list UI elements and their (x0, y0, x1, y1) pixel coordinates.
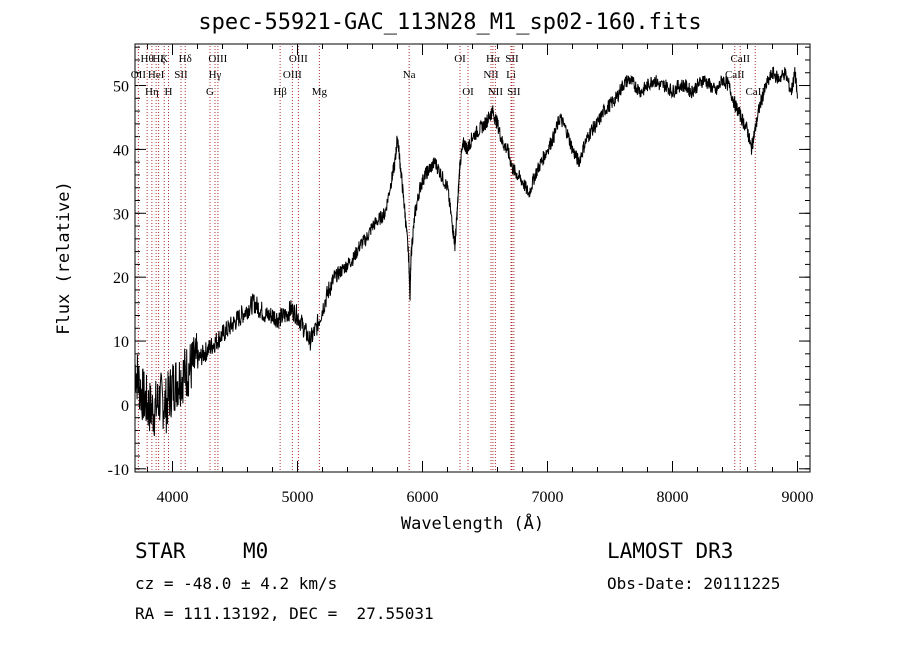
line-marker-label: Hδ (179, 53, 192, 65)
line-marker-label: HeI (148, 69, 165, 81)
y-tick-label: 50 (113, 79, 129, 96)
chart-title: spec-55921-GAC_113N28_M1_sp02-160.fits (198, 10, 702, 35)
line-marker-label: Hα (486, 53, 500, 65)
redshift-info: cz = -48.0 ± 4.2 km/s (135, 574, 338, 593)
line-marker-label: OII (131, 69, 147, 81)
line-marker-label: K (160, 53, 168, 65)
line-marker-label: Li (506, 69, 516, 81)
y-tick-label: 20 (113, 270, 129, 287)
line-marker-label: SII (174, 69, 188, 81)
y-tick-label: 40 (113, 142, 129, 159)
line-marker-label: OIII (283, 69, 302, 81)
object-class: STAR (135, 539, 186, 563)
x-tick-label: 5000 (282, 489, 314, 506)
line-marker-label: Na (403, 69, 416, 81)
x-tick-label: 7000 (532, 489, 564, 506)
spectrum-line (134, 66, 798, 436)
y-tick-label: 30 (113, 206, 129, 223)
line-marker-label: OIII (289, 53, 308, 65)
y-axis-label: Flux (relative) (54, 181, 74, 335)
x-tick-label: 8000 (657, 489, 689, 506)
line-marker-label: NII (483, 69, 499, 81)
line-marker-label: Hθ (141, 53, 154, 65)
survey-name: LAMOST DR3 (607, 539, 734, 563)
object-subclass: M0 (243, 539, 269, 563)
y-tick-label: 10 (113, 334, 129, 351)
x-tick-label: 4000 (157, 489, 189, 506)
line-marker-label: CaII (745, 86, 765, 98)
line-marker-label: OI (454, 53, 466, 65)
line-marker-label: Hζ (152, 53, 165, 65)
line-marker-label: G (206, 86, 214, 98)
line-marker-label: Hγ (209, 69, 222, 81)
x-axis-label: Wavelength (Å) (401, 512, 544, 534)
plot-frame (134, 43, 811, 473)
line-marker-label: OIII (208, 53, 227, 65)
line-marker-label: Mg (312, 86, 328, 98)
line-marker-label: H (165, 86, 173, 98)
x-tick-label: 6000 (407, 489, 439, 506)
line-marker-label: SII (505, 53, 519, 65)
y-tick-label: 0 (121, 398, 129, 415)
x-tick-label: 9000 (782, 489, 814, 506)
line-marker-label: Hη (145, 86, 159, 98)
coordinates: RA = 111.13192, DEC = 27.55031 (135, 604, 434, 623)
obs-date: Obs-Date: 20111225 (607, 574, 781, 593)
line-marker-label: NII (488, 86, 504, 98)
y-tick-label: -10 (108, 462, 129, 479)
line-marker-label: OI (462, 86, 474, 98)
line-marker-label: CaII (725, 69, 745, 81)
line-marker-label: Hβ (273, 86, 287, 98)
line-marker-label: CaII (730, 53, 750, 65)
line-marker-label: SII (507, 86, 521, 98)
